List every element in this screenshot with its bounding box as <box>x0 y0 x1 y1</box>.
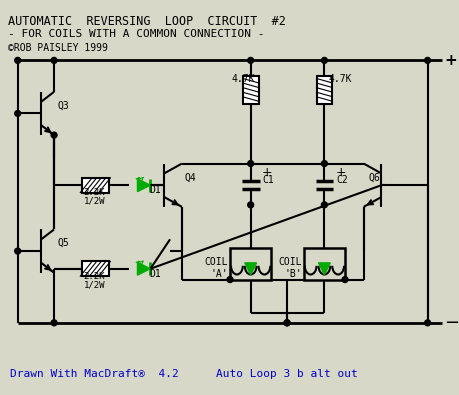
Circle shape <box>15 111 21 117</box>
Text: −: − <box>443 314 459 332</box>
Circle shape <box>284 320 289 326</box>
Circle shape <box>284 320 289 326</box>
Circle shape <box>15 57 21 63</box>
Circle shape <box>15 248 21 254</box>
Circle shape <box>424 320 430 326</box>
Polygon shape <box>137 179 150 192</box>
Text: COIL: COIL <box>204 257 228 267</box>
Circle shape <box>247 57 253 63</box>
Circle shape <box>51 57 57 63</box>
Text: Q3: Q3 <box>57 101 68 111</box>
Text: ©ROB PAISLEY 1999: ©ROB PAISLEY 1999 <box>8 43 107 53</box>
Bar <box>230 248 271 280</box>
Bar <box>81 261 109 276</box>
Text: +: + <box>443 53 456 68</box>
Text: 'B': 'B' <box>284 269 301 279</box>
Text: AUTOMATIC  REVERSING  LOOP  CIRCUIT  #2: AUTOMATIC REVERSING LOOP CIRCUIT #2 <box>8 15 285 28</box>
Circle shape <box>341 276 347 282</box>
Text: 2.2K: 2.2K <box>84 272 105 280</box>
Text: 4.7K: 4.7K <box>328 74 351 84</box>
Circle shape <box>321 161 327 167</box>
Text: COIL: COIL <box>278 257 301 267</box>
Text: C2: C2 <box>336 175 347 185</box>
Text: Auto Loop 3 b alt out: Auto Loop 3 b alt out <box>216 369 357 379</box>
Bar <box>303 248 344 280</box>
Circle shape <box>51 320 57 326</box>
Text: - FOR COILS WITH A COMMON CONNECTION -: - FOR COILS WITH A COMMON CONNECTION - <box>8 29 264 39</box>
Circle shape <box>247 202 253 208</box>
Text: Drawn With MacDraft®  4.2: Drawn With MacDraft® 4.2 <box>10 369 178 379</box>
Text: 2.2K: 2.2K <box>84 188 105 197</box>
Circle shape <box>51 132 57 138</box>
Circle shape <box>424 57 430 63</box>
Bar <box>316 76 331 103</box>
Circle shape <box>321 202 327 208</box>
Text: Q5: Q5 <box>57 238 68 248</box>
Bar <box>81 178 109 193</box>
Text: 'A': 'A' <box>210 269 228 279</box>
Text: +: + <box>335 166 345 179</box>
Text: 1/2W: 1/2W <box>84 197 105 206</box>
Circle shape <box>247 161 253 167</box>
Polygon shape <box>318 263 330 275</box>
Bar <box>242 76 258 103</box>
Text: +: + <box>261 166 272 179</box>
Text: Q6: Q6 <box>368 172 380 182</box>
Circle shape <box>227 276 232 282</box>
Text: D1: D1 <box>149 269 161 278</box>
Polygon shape <box>244 263 256 275</box>
Text: C1: C1 <box>262 175 274 185</box>
Text: Q4: Q4 <box>185 172 196 182</box>
Polygon shape <box>137 262 150 275</box>
Text: 1/2W: 1/2W <box>84 280 105 290</box>
Text: 4.7K: 4.7K <box>230 74 254 84</box>
Circle shape <box>321 57 327 63</box>
Text: D1: D1 <box>149 185 161 195</box>
